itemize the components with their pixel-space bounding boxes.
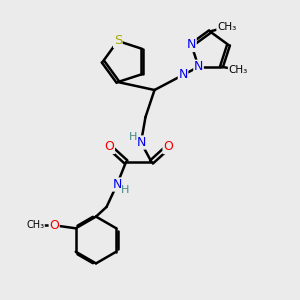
Text: N: N: [194, 60, 203, 73]
Text: H: H: [121, 185, 130, 195]
Text: N: N: [112, 178, 122, 191]
Text: N: N: [187, 38, 196, 52]
Text: S: S: [114, 34, 122, 47]
Text: CH₃: CH₃: [26, 220, 45, 230]
Text: O: O: [49, 219, 59, 232]
Text: N: N: [136, 136, 146, 149]
Text: CH₃: CH₃: [228, 65, 248, 75]
Text: O: O: [105, 140, 114, 154]
Text: N: N: [178, 68, 188, 82]
Text: CH₃: CH₃: [217, 22, 236, 32]
Text: H: H: [128, 132, 137, 142]
Text: O: O: [163, 140, 173, 154]
